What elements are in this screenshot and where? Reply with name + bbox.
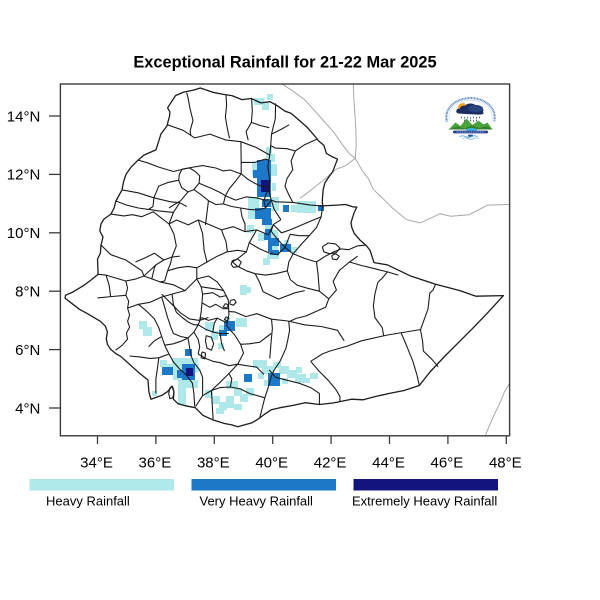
- svg-text:34°E: 34°E: [80, 455, 113, 472]
- svg-text:Very Heavy Rainfall: Very Heavy Rainfall: [200, 494, 314, 509]
- svg-text:Extremely Heavy Rainfall: Extremely Heavy Rainfall: [352, 494, 497, 509]
- svg-text:46°E: 46°E: [431, 455, 464, 472]
- svg-text:42°E: 42°E: [314, 455, 347, 472]
- svg-text:Exceptional Rainfall for 21-22: Exceptional Rainfall for 21-22 Mar 2025: [133, 54, 436, 72]
- svg-text:40°E: 40°E: [255, 455, 288, 472]
- svg-text:38°E: 38°E: [197, 455, 230, 472]
- svg-text:4°N: 4°N: [15, 400, 40, 417]
- svg-text:10°N: 10°N: [7, 225, 41, 242]
- svg-text:Heavy Rainfall: Heavy Rainfall: [46, 494, 130, 509]
- svg-text:8°N: 8°N: [15, 284, 40, 301]
- svg-text:14°N: 14°N: [7, 108, 41, 125]
- svg-text:6°N: 6°N: [15, 342, 40, 359]
- svg-text:12°N: 12°N: [7, 167, 41, 184]
- svg-text:44°E: 44°E: [372, 455, 405, 472]
- svg-text:48°E: 48°E: [489, 455, 522, 472]
- svg-text:36°E: 36°E: [139, 455, 172, 472]
